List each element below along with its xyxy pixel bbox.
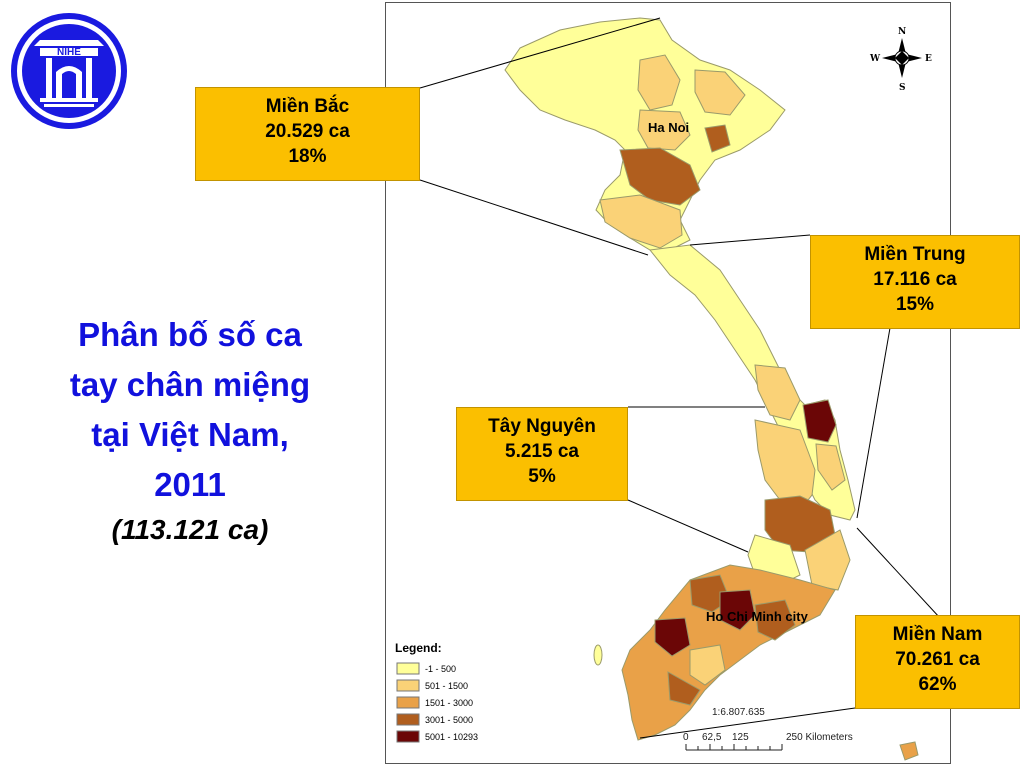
compass-n: N xyxy=(898,27,906,37)
callout-tay-nguyen-cases: 5.215 ca xyxy=(505,441,579,462)
legend-label-1: -1 - 500 xyxy=(425,664,456,674)
logo-text: NIHE xyxy=(57,47,81,58)
callout-mien-trung-percent: 15% xyxy=(895,294,935,315)
region-north-1 xyxy=(637,54,681,111)
city-label-hcmc: Ho Chi Minh city xyxy=(706,609,809,624)
compass-s: S xyxy=(899,83,906,93)
leader-line-highlands-bottom xyxy=(627,499,749,553)
scale-tick-2: 125 xyxy=(732,732,749,743)
region-north-6 xyxy=(599,194,683,249)
callout-mien-nam: Miền Nam 70.261 ca 62% xyxy=(855,615,1020,709)
island-phu-quoc xyxy=(593,644,603,666)
region-south-6 xyxy=(667,671,701,706)
scale-ratio: 1:6.807.635 xyxy=(712,707,765,718)
compass-rose: N S E W xyxy=(869,27,932,93)
callout-mien-bac-name: Miền Bắc xyxy=(265,96,350,117)
region-north-2 xyxy=(694,69,746,116)
callout-mien-trung: Miền Trung 17.116 ca 15% xyxy=(810,235,1020,329)
leader-line-north-top xyxy=(419,17,661,89)
callout-mien-trung-cases: 17.116 ca xyxy=(873,269,957,290)
region-highlands-3 xyxy=(804,529,851,591)
leader-line-north-bottom xyxy=(419,179,649,256)
compass-inner xyxy=(895,51,909,65)
legend-swatch-5 xyxy=(396,730,420,743)
region-south-4 xyxy=(654,617,691,657)
region-central-2 xyxy=(802,399,837,443)
island-con-dao xyxy=(899,741,919,761)
compass-e: E xyxy=(925,54,932,64)
callout-mien-bac-cases: 20.529 ca xyxy=(265,121,350,142)
legend-label-3: 1501 - 3000 xyxy=(425,698,473,708)
callout-mien-trung-name: Miền Trung xyxy=(864,244,966,265)
nihe-logo: NIHE xyxy=(10,12,128,130)
leader-line-central-bottom xyxy=(856,327,891,519)
title-line-1: Phân bố số ca xyxy=(78,316,302,353)
city-label-hanoi: Ha Noi xyxy=(648,120,689,135)
scale-tick-0: 0 xyxy=(683,732,689,743)
map-legend: Legend: -1 - 500 501 - 1500 1501 - 3000 … xyxy=(395,641,478,743)
legend-swatch-2 xyxy=(396,679,420,692)
title-line-4: 2011 xyxy=(154,466,226,503)
legend-label-5: 5001 - 10293 xyxy=(425,732,478,742)
compass-w: W xyxy=(869,54,881,64)
callout-tay-nguyen-percent: 5% xyxy=(528,466,556,487)
title-line-2: tay chân miệng xyxy=(69,366,311,403)
region-south-3 xyxy=(754,599,796,641)
legend-label-4: 3001 - 5000 xyxy=(425,715,473,725)
callout-tay-nguyen: Tây Nguyên 5.215 ca 5% xyxy=(456,407,628,501)
page-title: Phân bố số ca tay chân miệng tại Việt Na… xyxy=(20,310,360,510)
callout-mien-nam-percent: 62% xyxy=(918,674,957,695)
region-north-5 xyxy=(619,147,701,206)
region-south-5 xyxy=(689,644,726,686)
callout-mien-nam-name: Miền Nam xyxy=(892,624,983,645)
leader-line-south-bottom xyxy=(639,707,856,739)
legend-label-2: 501 - 1500 xyxy=(425,681,468,691)
callout-tay-nguyen-name: Tây Nguyên xyxy=(488,416,596,437)
region-north-4 xyxy=(704,124,731,153)
scale-tick-3: 250 Kilometers xyxy=(786,732,853,743)
region-south-2 xyxy=(719,589,756,631)
leader-lines xyxy=(419,17,941,739)
region-central-1 xyxy=(754,364,801,421)
leader-line-central-top xyxy=(689,234,811,246)
callout-mien-bac-percent: 18% xyxy=(288,146,327,167)
scale-tick-1: 62,5 xyxy=(702,732,722,743)
legend-swatch-3 xyxy=(396,696,420,709)
region-central-3 xyxy=(815,443,846,491)
legend-title: Legend: xyxy=(395,641,442,655)
scale-bar: 1:6.807.635 0 62,5 125 250 Kilometers xyxy=(683,707,853,751)
legend-swatch-1 xyxy=(396,662,420,675)
total-cases-subtitle: (113.121 ca) xyxy=(111,514,269,545)
callout-mien-nam-cases: 70.261 ca xyxy=(895,649,980,670)
leader-line-south-top xyxy=(856,527,941,619)
region-north-3 xyxy=(637,109,691,151)
title-line-3: tại Việt Nam, xyxy=(91,416,289,453)
callout-mien-bac: Miền Bắc 20.529 ca 18% xyxy=(195,87,420,181)
legend-swatch-4 xyxy=(396,713,420,726)
scale-ticks xyxy=(685,744,783,750)
